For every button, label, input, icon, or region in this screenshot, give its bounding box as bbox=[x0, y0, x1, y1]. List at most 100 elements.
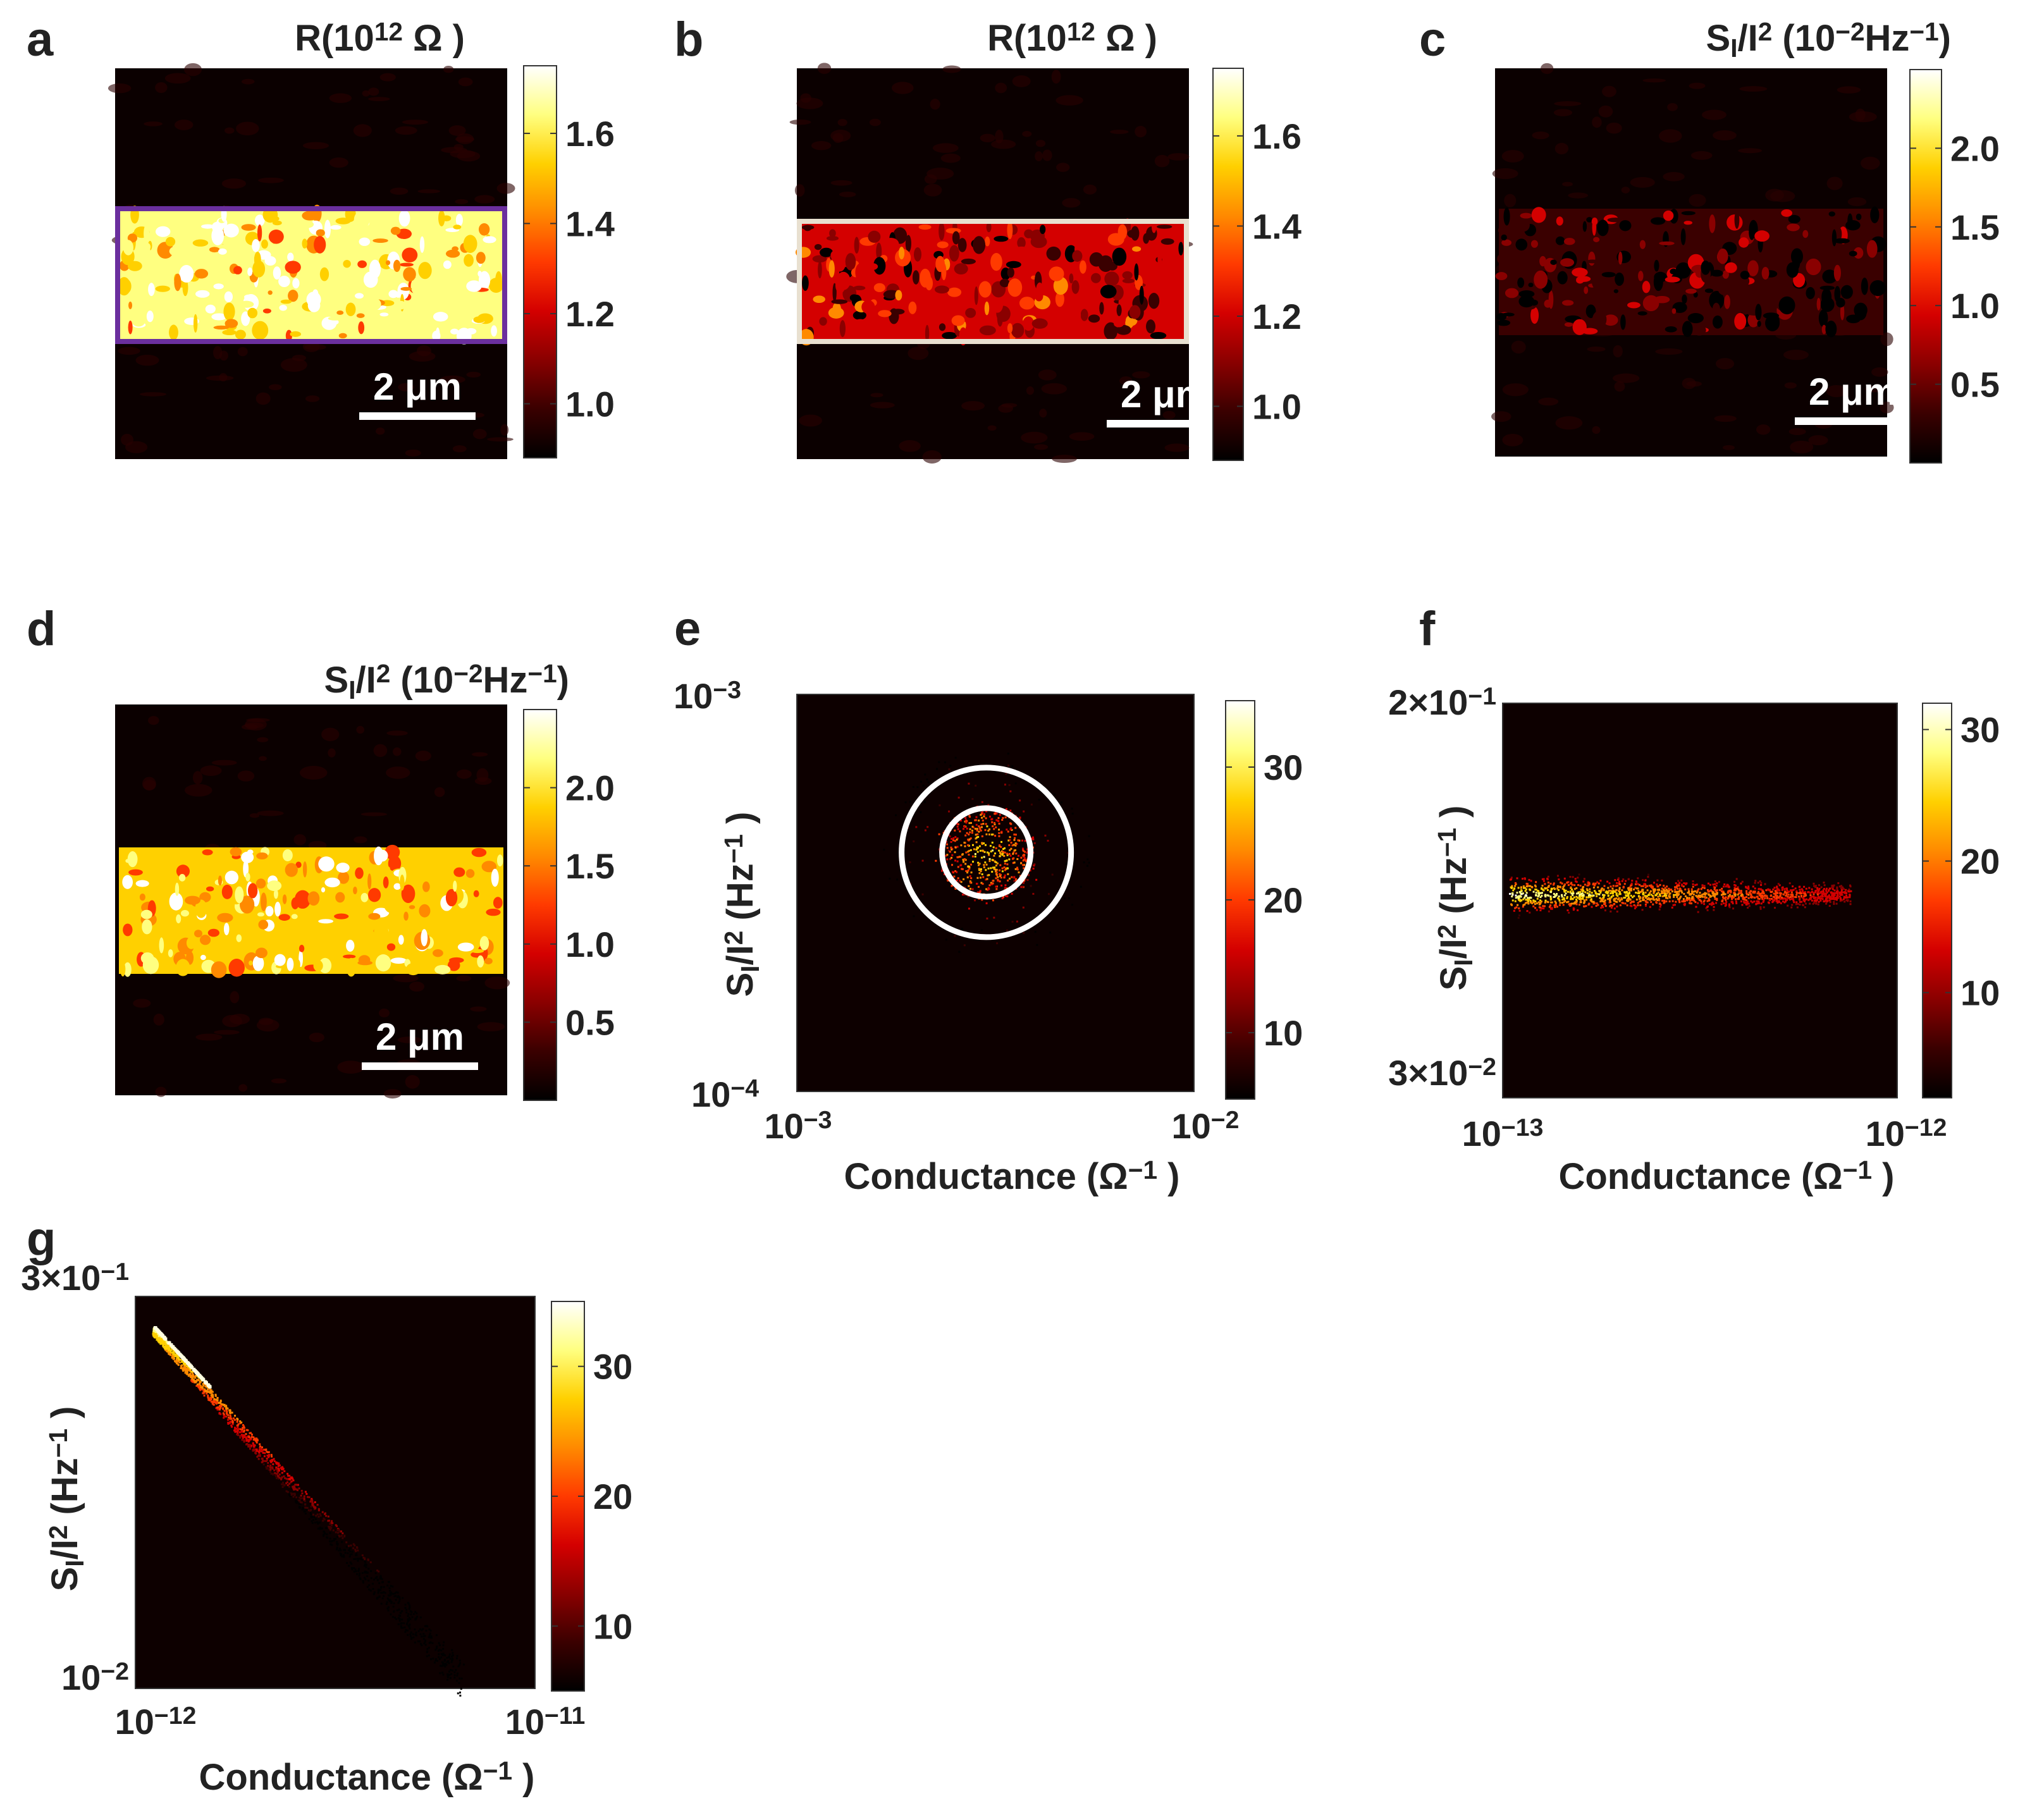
density-point bbox=[278, 1477, 281, 1479]
density-point bbox=[1025, 860, 1028, 863]
density-point bbox=[1618, 880, 1621, 883]
density-point bbox=[1539, 902, 1542, 904]
density-point bbox=[1760, 884, 1763, 887]
density-point bbox=[954, 840, 956, 842]
density-point bbox=[1523, 897, 1526, 899]
density-point bbox=[1648, 885, 1651, 887]
density-point bbox=[999, 873, 1001, 875]
map-pixel bbox=[1836, 227, 1842, 241]
density-point bbox=[940, 870, 943, 872]
map-texture bbox=[133, 999, 151, 1008]
density-point bbox=[1005, 859, 1007, 862]
density-point bbox=[1682, 898, 1685, 901]
density-point bbox=[1754, 880, 1757, 882]
map-pixel bbox=[356, 313, 365, 318]
density-point bbox=[268, 1469, 271, 1472]
density-point bbox=[964, 894, 966, 896]
density-point bbox=[1519, 895, 1522, 897]
density-point bbox=[1518, 898, 1521, 901]
density-point bbox=[258, 1454, 261, 1456]
density-point bbox=[1790, 906, 1793, 909]
density-point bbox=[351, 1568, 354, 1571]
map-pixel bbox=[491, 868, 499, 887]
density-point bbox=[184, 1363, 187, 1365]
density-point bbox=[1652, 888, 1654, 890]
density-point bbox=[1549, 882, 1552, 885]
density-point bbox=[1570, 892, 1573, 895]
map-pixel bbox=[343, 226, 360, 241]
density-point bbox=[264, 1449, 267, 1451]
density-point bbox=[1701, 886, 1704, 888]
density-point bbox=[1584, 901, 1586, 903]
density-point bbox=[1625, 880, 1627, 882]
density-point bbox=[1665, 894, 1668, 897]
map-pixel bbox=[132, 314, 146, 327]
density-point bbox=[1692, 883, 1694, 885]
map-pixel bbox=[820, 247, 834, 257]
density-point bbox=[1681, 885, 1683, 887]
density-point bbox=[1015, 878, 1018, 880]
map-pixel bbox=[445, 888, 458, 907]
density-point bbox=[991, 818, 994, 820]
map-texture bbox=[1056, 163, 1070, 172]
density-point bbox=[281, 1472, 283, 1474]
density-point bbox=[176, 1359, 178, 1362]
density-point bbox=[405, 1628, 407, 1631]
density-point bbox=[1740, 900, 1742, 902]
density-point bbox=[177, 1355, 180, 1357]
density-point bbox=[1692, 893, 1695, 895]
panel-c-colorbar-tick: 0.5 bbox=[1950, 365, 2000, 405]
density-point bbox=[1764, 894, 1767, 897]
density-point bbox=[1049, 932, 1052, 934]
density-point bbox=[422, 1628, 424, 1630]
density-point bbox=[1531, 902, 1534, 904]
density-point bbox=[214, 1393, 217, 1396]
map-pixel bbox=[336, 311, 344, 315]
map-pixel bbox=[1818, 309, 1828, 328]
density-point bbox=[1000, 876, 1002, 879]
density-point bbox=[1660, 890, 1663, 892]
density-point bbox=[1805, 894, 1807, 897]
density-point bbox=[348, 1555, 351, 1558]
density-point bbox=[1026, 848, 1029, 851]
density-point bbox=[303, 1495, 305, 1497]
density-point bbox=[1657, 895, 1659, 898]
density-point bbox=[266, 1467, 268, 1470]
map-pixel bbox=[282, 849, 293, 862]
density-point bbox=[185, 1365, 187, 1368]
density-point bbox=[999, 869, 1001, 871]
map-texture bbox=[1532, 131, 1549, 140]
density-point bbox=[362, 1556, 365, 1559]
density-point bbox=[1678, 898, 1680, 901]
density-point bbox=[386, 1608, 389, 1610]
density-point bbox=[1634, 887, 1637, 889]
density-point bbox=[1603, 897, 1605, 899]
map-texture bbox=[830, 180, 852, 186]
density-point bbox=[1607, 887, 1610, 889]
density-point bbox=[995, 819, 998, 821]
density-point bbox=[1549, 897, 1552, 899]
density-point bbox=[985, 888, 988, 890]
density-point bbox=[1776, 892, 1779, 894]
density-point bbox=[1528, 898, 1530, 901]
map-texture bbox=[416, 345, 431, 357]
density-point bbox=[343, 1549, 346, 1551]
density-point bbox=[1597, 893, 1599, 895]
density-point bbox=[1612, 889, 1615, 892]
map-pixel bbox=[854, 319, 866, 326]
density-point bbox=[1550, 901, 1553, 904]
density-point bbox=[1651, 895, 1654, 897]
map-pixel bbox=[1757, 321, 1761, 327]
density-point bbox=[1516, 895, 1518, 898]
density-point bbox=[1735, 887, 1737, 890]
density-point bbox=[1692, 890, 1695, 893]
map-texture bbox=[1642, 78, 1666, 83]
density-point bbox=[1596, 902, 1598, 904]
density-point bbox=[237, 1418, 239, 1420]
density-point bbox=[250, 1433, 253, 1436]
density-point bbox=[459, 1662, 462, 1664]
map-pixel bbox=[1146, 319, 1155, 334]
map-pixel bbox=[1515, 238, 1528, 251]
map-pixel bbox=[1802, 230, 1809, 238]
density-point bbox=[1541, 907, 1543, 909]
